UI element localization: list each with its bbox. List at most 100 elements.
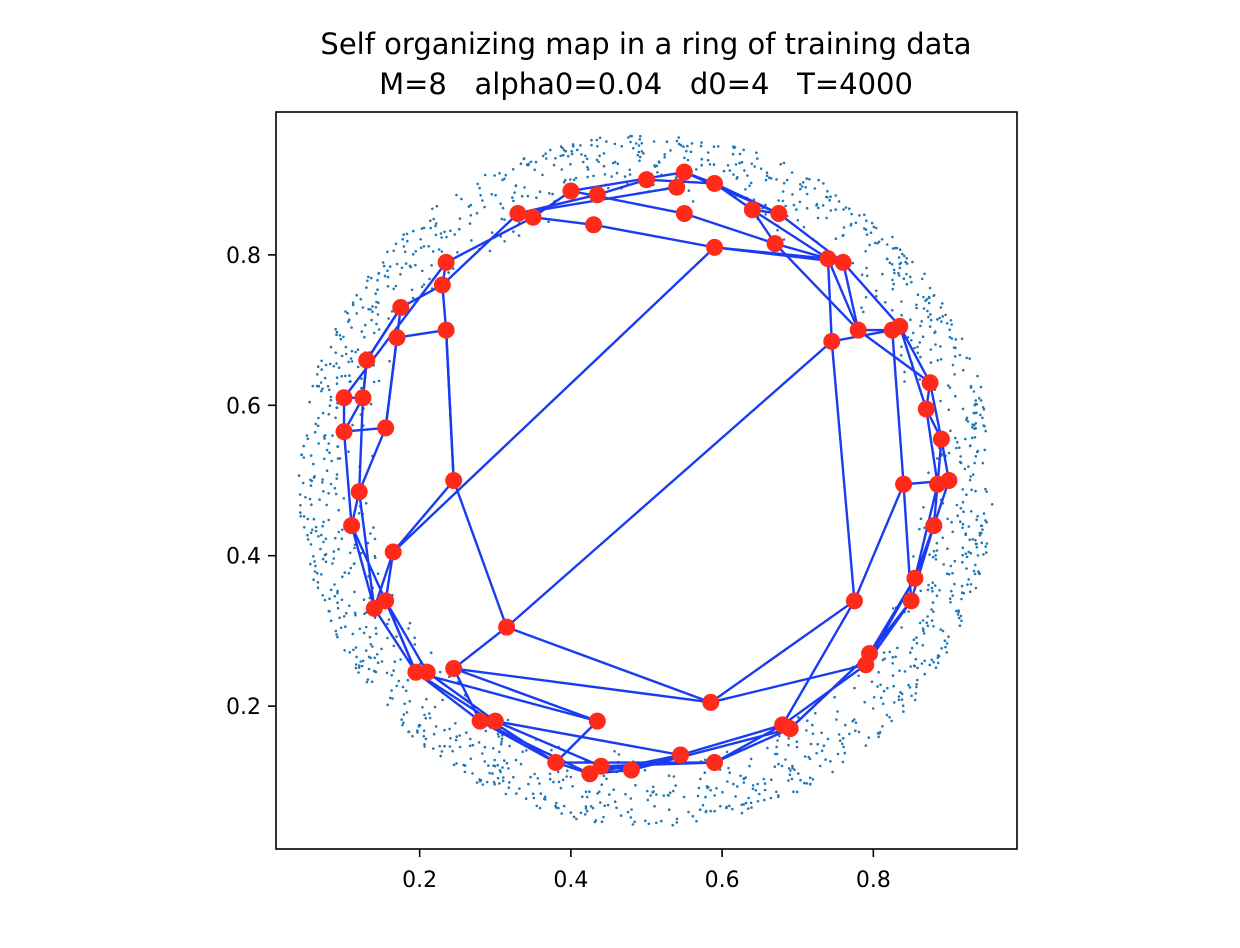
training-point [777,794,780,797]
training-point [721,790,724,794]
som-edge [554,720,599,764]
som-edge [842,261,901,328]
training-point [501,206,505,210]
training-point [947,635,950,638]
training-point [449,737,452,740]
training-point [498,750,501,754]
training-point [624,792,627,796]
training-point [593,820,597,824]
som-edge [532,216,594,226]
training-point [926,615,929,618]
training-point [331,562,334,565]
training-point [742,777,746,781]
som-node [766,235,784,253]
training-point [350,360,354,363]
training-point [743,169,746,172]
training-point [468,744,472,748]
training-point [946,517,949,521]
training-point [566,154,570,158]
training-point [907,610,910,613]
training-point [538,782,541,785]
training-point [821,204,825,207]
training-point [775,752,779,756]
training-point [905,257,908,260]
training-point [370,680,374,684]
training-point [552,163,556,167]
training-point [769,796,773,800]
training-point [934,666,938,669]
training-point [732,782,735,786]
training-point [905,272,908,276]
training-point [612,788,615,791]
training-point [448,727,451,731]
training-point [744,801,748,805]
training-point [675,817,679,821]
training-point [905,282,909,286]
training-point [791,766,794,770]
som-edge [925,408,939,485]
training-point [703,758,707,762]
training-point [863,213,866,217]
training-point [554,804,557,808]
training-point [403,702,407,706]
training-point [470,239,473,242]
training-point [974,586,978,590]
training-point [327,412,331,416]
training-point [976,374,979,378]
training-point [915,636,918,639]
training-point [975,546,979,549]
training-point [584,805,588,808]
training-point [961,407,965,411]
som-edge [392,479,455,553]
training-point [367,275,370,279]
training-point [644,819,647,823]
training-point [870,221,874,225]
training-point [503,218,506,221]
training-point [841,760,845,764]
training-point [399,273,402,276]
training-point [354,613,357,617]
training-point [348,551,352,555]
training-point [331,434,334,437]
training-point [454,738,458,742]
training-point [358,627,362,631]
training-point [875,295,878,298]
training-point [918,341,921,344]
som-edge [774,242,829,260]
training-point [972,411,975,415]
training-point [535,804,539,808]
training-point [701,803,705,807]
som-edge [789,652,871,730]
training-point [719,804,722,808]
training-point [878,730,882,734]
training-point [354,663,358,666]
training-point [834,194,837,197]
training-point [857,674,860,678]
training-point [400,718,404,721]
training-point [901,704,905,707]
training-point [926,588,930,592]
training-point [423,713,426,717]
training-point [515,792,518,795]
som-edge [350,525,376,609]
training-point [603,804,606,807]
training-point [302,515,306,518]
training-point [560,812,563,815]
training-point [370,318,373,322]
som-edge [357,397,365,492]
training-point [434,222,438,225]
training-point [890,719,893,723]
training-point [990,503,994,506]
training-point [953,355,957,358]
som-edge [358,427,387,493]
som-edge [444,330,455,481]
training-point [349,357,353,360]
training-point [562,180,566,184]
training-point [930,619,934,622]
training-point [914,657,918,661]
training-point [931,555,935,559]
training-point [325,448,329,452]
training-point [321,481,324,484]
training-point [501,178,504,182]
training-point [974,402,977,406]
